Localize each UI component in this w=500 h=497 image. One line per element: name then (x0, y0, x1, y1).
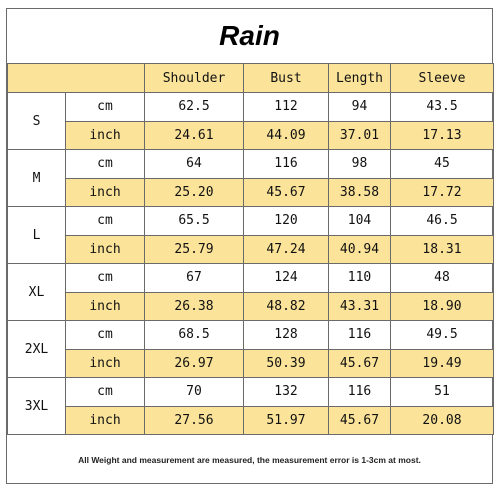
header-shoulder: Shoulder (144, 63, 244, 93)
value-cell: 18.31 (390, 234, 494, 264)
value-cell: 20.08 (390, 405, 494, 435)
table-row: L cm 65.5 120 104 46.5 (7, 206, 494, 264)
value-cell: 45.67 (328, 348, 391, 378)
unit-label: cm (65, 263, 145, 293)
header-bust: Bust (243, 63, 329, 93)
unit-label: inch (65, 291, 145, 321)
unit-label: cm (65, 149, 145, 179)
table-row: 2XL cm 68.5 128 116 49.5 (7, 320, 494, 378)
value-cell: 62.5 (144, 92, 244, 122)
chart-title: Rain (219, 20, 280, 51)
table-row: inch 26.97 50.39 45.67 19.49 (8, 348, 494, 378)
table-row: inch 25.79 47.24 40.94 18.31 (8, 234, 494, 264)
value-cell: 116 (328, 377, 391, 407)
size-label: M (7, 149, 66, 207)
header-sleeve: Sleeve (390, 63, 494, 93)
header-length: Length (328, 63, 391, 93)
header-row: Shoulder Bust Length Sleeve (7, 63, 494, 93)
header-blank (7, 63, 145, 93)
table-row: 3XL cm 70 132 116 51 (7, 377, 494, 435)
value-cell: 26.97 (144, 348, 244, 378)
value-cell: 48.82 (243, 291, 329, 321)
size-label: 3XL (7, 377, 66, 435)
value-cell: 43.5 (390, 92, 494, 122)
value-cell: 25.79 (144, 234, 244, 264)
size-label: XL (7, 263, 66, 321)
value-cell: 116 (328, 320, 391, 350)
size-label: S (7, 92, 66, 150)
size-chart: Rain Shoulder Bust Length Sleeve S cm 62… (6, 8, 494, 484)
value-cell: 64 (144, 149, 244, 179)
size-table: Shoulder Bust Length Sleeve S cm 62.5 11… (7, 63, 494, 435)
value-cell: 116 (243, 149, 329, 179)
value-cell: 44.09 (243, 120, 329, 150)
unit-label: inch (65, 405, 145, 435)
value-cell: 26.38 (144, 291, 244, 321)
value-cell: 51 (390, 377, 494, 407)
value-cell: 65.5 (144, 206, 244, 236)
value-cell: 51.97 (243, 405, 329, 435)
value-cell: 68.5 (144, 320, 244, 350)
table-row: S cm 62.5 112 94 43.5 (7, 92, 494, 150)
value-cell: 45 (390, 149, 494, 179)
value-cell: 38.58 (328, 177, 391, 207)
value-cell: 25.20 (144, 177, 244, 207)
value-cell: 17.13 (390, 120, 494, 150)
value-cell: 40.94 (328, 234, 391, 264)
value-cell: 124 (243, 263, 329, 293)
value-cell: 70 (144, 377, 244, 407)
size-label: L (7, 206, 66, 264)
unit-label: cm (65, 377, 145, 407)
value-cell: 37.01 (328, 120, 391, 150)
unit-label: inch (65, 177, 145, 207)
value-cell: 45.67 (243, 177, 329, 207)
value-cell: 43.31 (328, 291, 391, 321)
unit-label: inch (65, 234, 145, 264)
value-cell: 120 (243, 206, 329, 236)
table-row: inch 26.38 48.82 43.31 18.90 (8, 291, 494, 321)
table-row: M cm 64 116 98 45 (7, 149, 494, 207)
unit-label: cm (65, 206, 145, 236)
size-label: 2XL (7, 320, 66, 378)
unit-label: inch (65, 120, 145, 150)
value-cell: 49.5 (390, 320, 494, 350)
unit-label: cm (65, 92, 145, 122)
table-row: inch 25.20 45.67 38.58 17.72 (8, 177, 494, 207)
value-cell: 104 (328, 206, 391, 236)
value-cell: 17.72 (390, 177, 494, 207)
value-cell: 19.49 (390, 348, 494, 378)
value-cell: 27.56 (144, 405, 244, 435)
value-cell: 50.39 (243, 348, 329, 378)
value-cell: 98 (328, 149, 391, 179)
value-cell: 48 (390, 263, 494, 293)
table-row: inch 24.61 44.09 37.01 17.13 (8, 120, 494, 150)
unit-label: cm (65, 320, 145, 350)
value-cell: 67 (144, 263, 244, 293)
measurement-note: All Weight and measurement are measured,… (78, 455, 421, 465)
value-cell: 128 (243, 320, 329, 350)
table-row: inch 27.56 51.97 45.67 20.08 (8, 405, 494, 435)
value-cell: 18.90 (390, 291, 494, 321)
value-cell: 94 (328, 92, 391, 122)
value-cell: 46.5 (390, 206, 494, 236)
unit-label: inch (65, 348, 145, 378)
value-cell: 112 (243, 92, 329, 122)
table-row: XL cm 67 124 110 48 (7, 263, 494, 321)
value-cell: 47.24 (243, 234, 329, 264)
value-cell: 110 (328, 263, 391, 293)
value-cell: 132 (243, 377, 329, 407)
value-cell: 24.61 (144, 120, 244, 150)
value-cell: 45.67 (328, 405, 391, 435)
